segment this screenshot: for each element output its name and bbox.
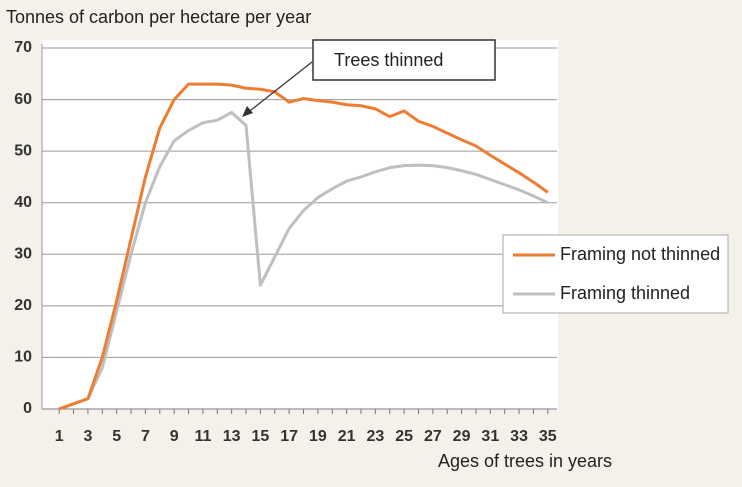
- y-tick-label: 70: [14, 39, 32, 56]
- x-tick-label: 9: [170, 428, 179, 445]
- x-tick-label: 15: [251, 428, 269, 445]
- y-tick-label: 0: [23, 400, 32, 417]
- data-line: [58, 82, 549, 411]
- y-tick-label: 60: [14, 91, 32, 108]
- x-tick-label: 23: [366, 428, 384, 445]
- y-tick-label: 10: [14, 349, 32, 366]
- x-tick-label: 1: [55, 428, 64, 445]
- x-tick-label: 3: [83, 428, 92, 445]
- x-axis-title: Ages of trees in years: [438, 451, 612, 471]
- y-tick-label: 30: [14, 246, 32, 263]
- y-tick-label: 50: [14, 142, 32, 159]
- x-tick-label: 33: [510, 428, 528, 445]
- x-tick-label: 29: [453, 428, 471, 445]
- x-tick-label: 21: [338, 428, 356, 445]
- annotation-arrowhead: [242, 106, 253, 117]
- y-axis-title: Tonnes of carbon per hectare per year: [6, 7, 311, 27]
- x-tick-label: 11: [194, 428, 211, 445]
- legend-box: [502, 234, 729, 314]
- y-tick-label: 40: [14, 194, 32, 211]
- plot-area: [42, 40, 558, 410]
- x-tick-label: 31: [481, 428, 499, 445]
- legend-label: Framing not thinned: [560, 244, 720, 264]
- x-tick-label: 13: [223, 428, 241, 445]
- annotation: Trees thinned: [334, 50, 443, 70]
- x-tick-label: 17: [280, 428, 298, 445]
- annotation-arrow: [245, 61, 313, 115]
- y-tick-label: 20: [14, 297, 32, 314]
- legend-label: Framing thinned: [560, 283, 690, 303]
- x-tick-label: 35: [539, 428, 557, 445]
- x-tick-label: 19: [309, 428, 327, 445]
- x-tick-label: 27: [424, 428, 442, 445]
- x-tick-label: 25: [395, 428, 413, 445]
- x-tick-label: 7: [141, 428, 150, 445]
- data-line: [58, 110, 549, 411]
- annotation-box: [312, 39, 496, 81]
- x-tick-label: 5: [112, 428, 121, 445]
